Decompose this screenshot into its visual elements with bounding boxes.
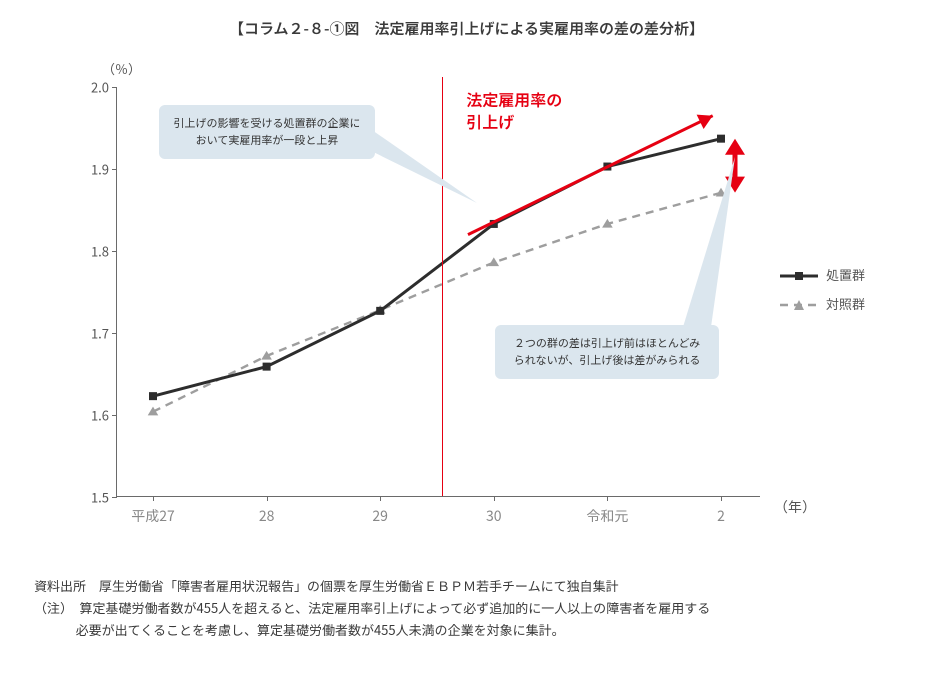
y-tick-label: 1.6	[91, 406, 109, 425]
legend-label-control: 対照群	[826, 294, 865, 313]
x-axis-unit: （年）	[774, 497, 816, 517]
x-tick-label: 28	[259, 506, 275, 526]
y-tick-label: 1.9	[91, 160, 109, 179]
callout-tail-icon	[359, 111, 479, 231]
footnote-note-prefix: （注）	[34, 598, 80, 617]
footnote-note-line2: 必要が出てくることを考慮し、算定基礎労働者数が455人未満の企業を対象に集計。	[34, 619, 903, 641]
legend-swatch-treatment	[780, 268, 818, 282]
footnote-source: 資料出所 厚生労働省「障害者雇用状況報告」の個票を厚生労働省ＥＢＰＭ若手チームに…	[34, 575, 903, 597]
x-tick-label: 令和元	[586, 506, 628, 526]
x-tick-label: 2	[717, 506, 725, 526]
y-tick-label: 2.0	[91, 78, 109, 97]
callout-tail-icon	[663, 155, 783, 355]
footnote-note-line1: （注） 算定基礎労働者数が455人を超えると、法定雇用率引上げによって必ず追加的…	[34, 597, 903, 619]
callout-gap: ２つの群の差は引上げ前はほとんどみられないが、引上げ後は差がみられる	[495, 325, 719, 379]
y-axis-unit: （％）	[102, 59, 141, 78]
footnote-note-body1: 算定基礎労働者数が455人を超えると、法定雇用率引上げによって必ず追加的に一人以…	[80, 598, 711, 617]
legend-item-control: 対照群	[780, 294, 865, 313]
y-tick-label: 1.7	[91, 324, 109, 343]
legend-label-treatment: 処置群	[826, 265, 865, 284]
chart-container: （％） （年） 法定雇用率の 引上げ 引上げの影響を受ける処置群の企業において実…	[60, 55, 880, 545]
chart-title: 【コラム２-８-①図 法定雇用率引上げによる実雇用率の差の差分析】	[0, 0, 933, 39]
legend-item-treatment: 処置群	[780, 265, 865, 284]
callout-treatment-text: 引上げの影響を受ける処置群の企業において実雇用率が一段と上昇	[174, 115, 361, 148]
legend-swatch-control	[780, 297, 818, 311]
callout-treatment-rise: 引上げの影響を受ける処置群の企業において実雇用率が一段と上昇	[159, 105, 375, 159]
policy-label: 法定雇用率の 引上げ	[466, 89, 562, 132]
y-tick-label: 1.8	[91, 242, 109, 261]
x-tick-label: 29	[372, 506, 388, 526]
policy-label-line1: 法定雇用率の	[466, 87, 562, 111]
plot-area: 法定雇用率の 引上げ 引上げの影響を受ける処置群の企業において実雇用率が一段と上…	[116, 87, 760, 497]
footnote: 資料出所 厚生労働省「障害者雇用状況報告」の個票を厚生労働省ＥＢＰＭ若手チームに…	[34, 575, 903, 641]
y-tick-label: 1.5	[91, 488, 109, 507]
x-tick-label: 平成27	[131, 506, 175, 526]
x-tick-label: 30	[486, 506, 502, 526]
legend: 処置群 対照群	[780, 265, 865, 323]
